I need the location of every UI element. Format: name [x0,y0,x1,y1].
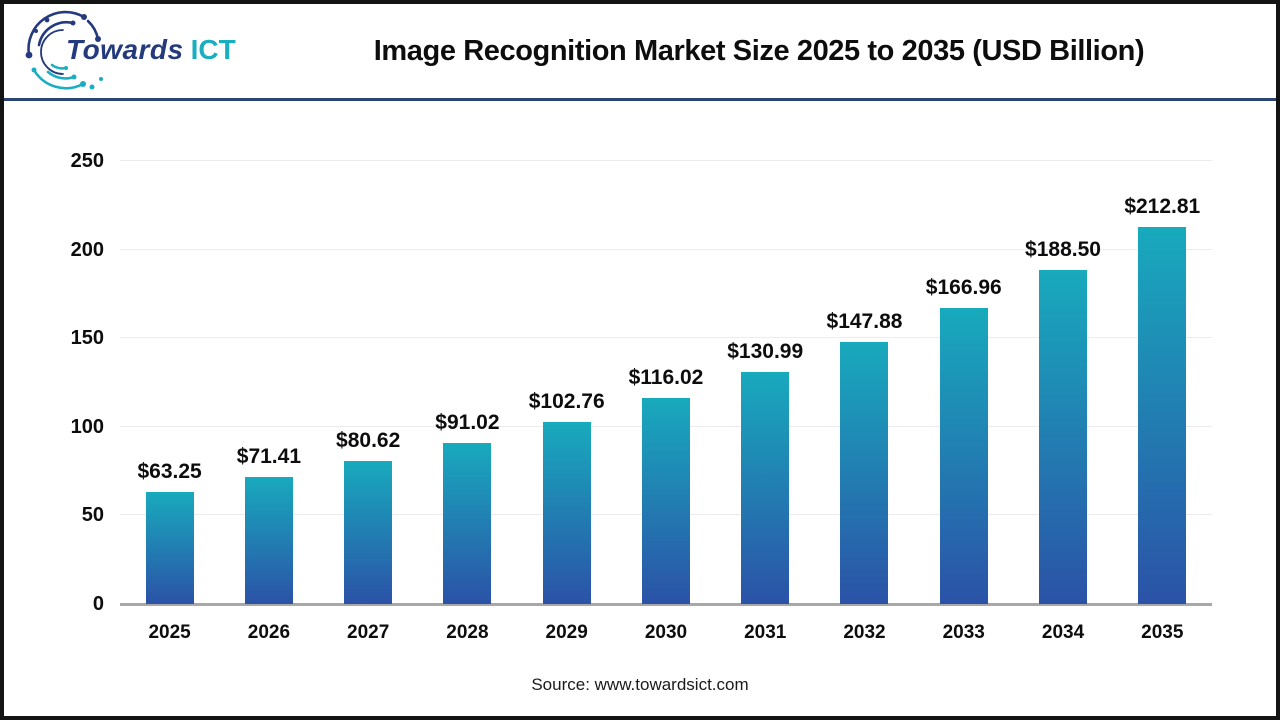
plot-area: $63.25 $71.41 $80.62 $91.02 $102.76 $116.02 $1… [120,160,1212,606]
y-tick-label-150: 150 [70,327,104,350]
source-text: Source: www.towardsict.com [531,675,749,694]
header: Towards ICT Image Recognition Market Size… [4,4,1276,101]
x-axis-labels: 2025 2026 2027 2028 2029 2030 2031 2032 2033 2034… [120,622,1212,644]
gridline-200 [120,248,1212,250]
bar-2029 [542,421,591,604]
bar-2030 [641,398,690,604]
x-axis-label-2027: 2027 [347,622,390,643]
bar-value-label-2032: $147.88 [826,309,903,333]
towards-ict-logo: Towards ICT [16,6,278,96]
bar-value-label-2035: $212.81 [1124,194,1201,218]
bar-value-label-2027: $80.62 [336,429,401,453]
bar-value-label-2025: $63.25 [137,459,202,483]
bar-2034 [1039,269,1088,604]
bar-2031 [741,371,790,604]
y-tick-label-200: 200 [70,238,104,261]
bar-2026 [244,477,293,604]
x-axis-line [120,603,1212,606]
x-axis-label-2031: 2031 [744,622,787,643]
gridline-250 [120,160,1212,161]
x-axis-label-2029: 2029 [545,622,588,643]
x-axis-label-2025: 2025 [148,622,191,643]
y-tick-label-50: 50 [81,504,104,527]
bar-value-label-2026: $71.41 [236,445,302,469]
bar-slot-2028: $91.02 [418,161,517,604]
logo-text-towards: Towards [66,34,184,65]
bar-2028 [443,442,492,604]
bar-2032 [840,341,889,604]
chart-title: Image Recognition Market Size 2025 to 20… [373,34,1145,67]
bar-slot-2032: $147.88 [815,161,914,604]
bar-2027 [344,461,393,604]
bar-slot-2027: $80.62 [319,161,418,604]
bar-slot-2030: $116.02 [616,161,715,604]
bar-value-label-2034: $188.50 [1025,237,1101,261]
x-axis-label-2032: 2032 [843,622,886,643]
x-axis-label-2033: 2033 [942,622,985,643]
bar-slot-2026: $71.41 [219,161,318,604]
bars-row: $63.25 $71.41 $80.62 $91.02 $102.76 $116.02 $1… [120,161,1212,604]
bar-slot-2033: $166.96 [914,161,1013,604]
bar-2035 [1138,226,1187,604]
logo-wordmark: Towards ICT [66,35,236,65]
logo-text-ict: ICT [190,34,236,65]
x-axis-label-2026: 2026 [247,622,291,643]
x-axis-label-2028: 2028 [446,622,489,643]
chart-region: 0 50 100 150 200 250 $63.25 $71.41 $80.62 $91.02… [4,101,1276,713]
bar-value-label-2030: $116.02 [628,366,704,390]
x-axis-label-2034: 2034 [1041,622,1085,643]
bar-value-label-2028: $91.02 [435,410,500,434]
bar-slot-2035: $212.81 [1113,161,1212,604]
bar-slot-2029: $102.76 [517,161,616,604]
bar-value-label-2029: $102.76 [528,389,605,413]
logo-swirl-icon [25,10,103,90]
bar-value-label-2033: $166.96 [925,276,1002,300]
bar-value-label-2031: $130.99 [727,339,804,363]
bar-2025 [145,491,194,604]
x-axis-label-2030: 2030 [644,622,688,643]
y-tick-label-250: 250 [70,150,104,172]
y-tick-label-100: 100 [70,415,104,438]
x-axis-label-2035: 2035 [1141,622,1184,643]
bar-slot-2025: $63.25 [120,161,219,604]
bar-2033 [939,308,988,604]
y-axis-ticks: 0 50 100 150 200 250 [44,150,104,615]
bar-slot-2031: $130.99 [716,161,815,604]
y-tick-label-0: 0 [92,593,104,615]
bar-slot-2034: $188.50 [1013,161,1112,604]
gridline-150 [120,337,1212,339]
